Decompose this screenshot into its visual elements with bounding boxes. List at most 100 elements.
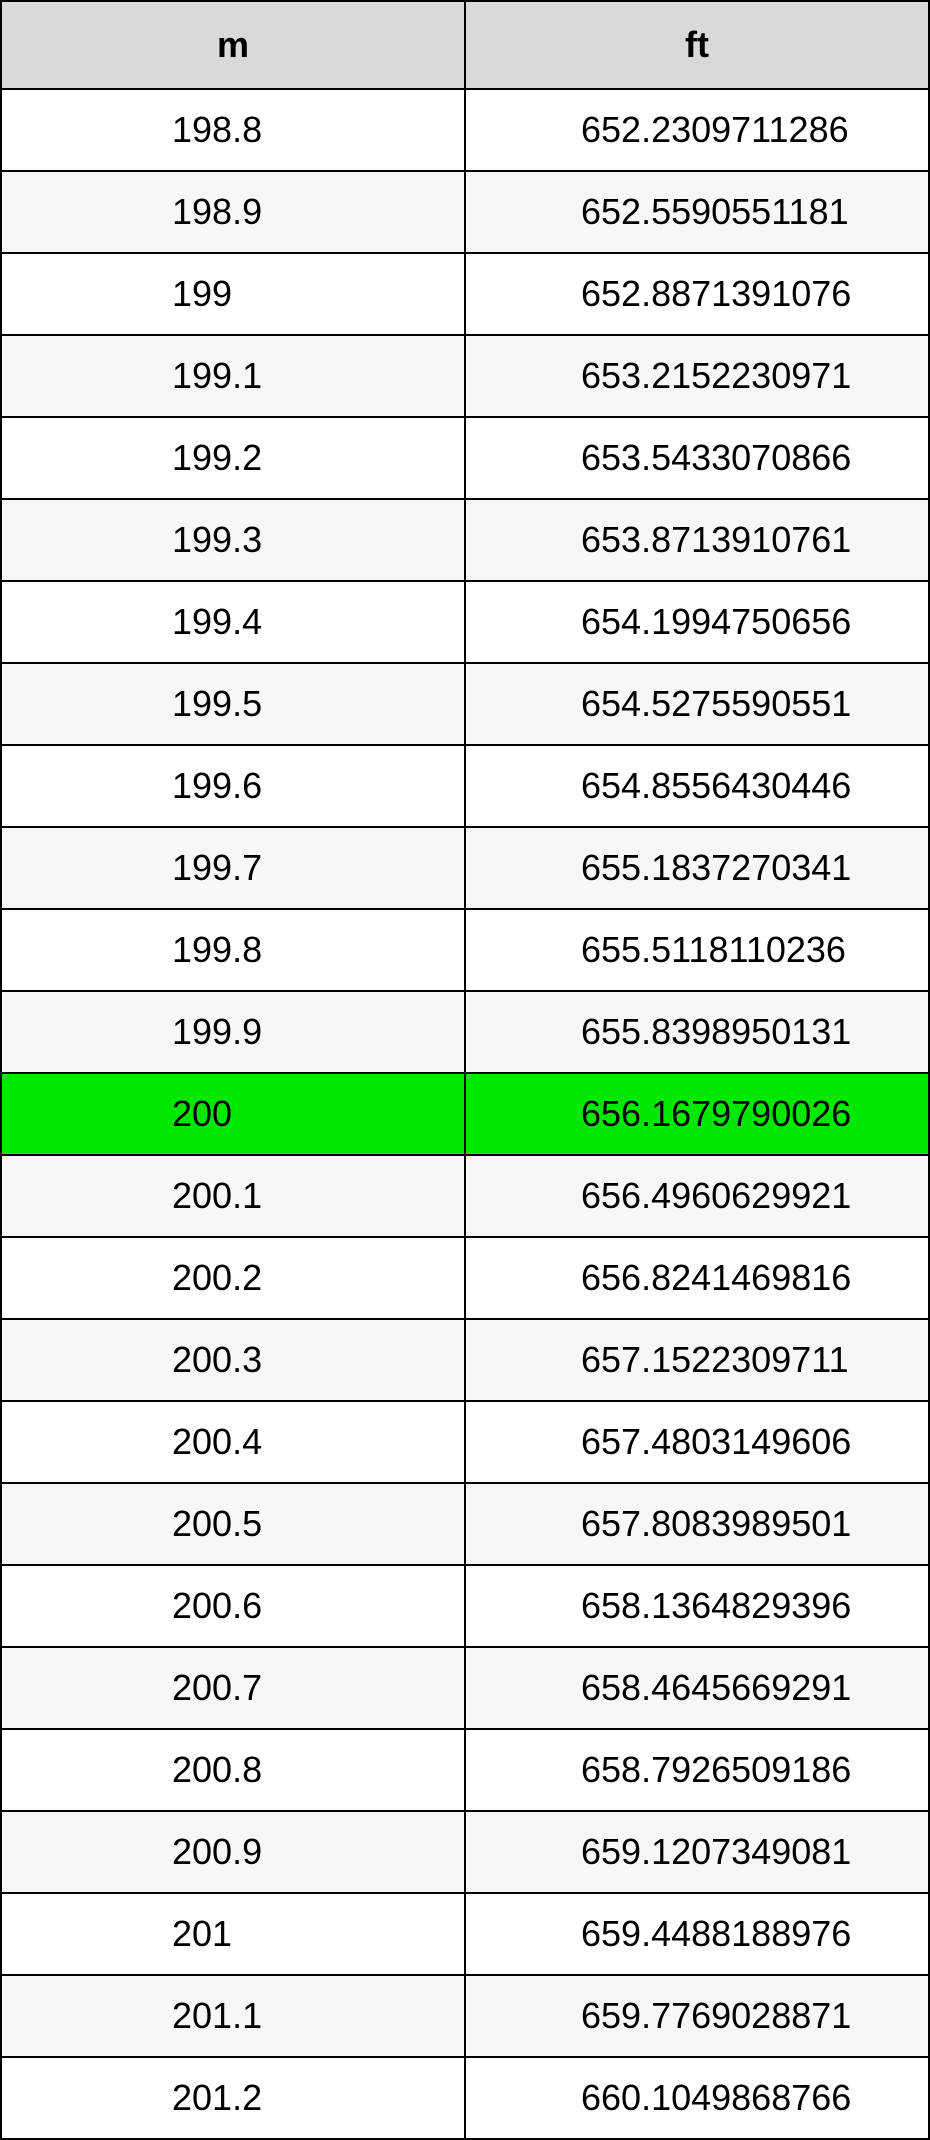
cell-meters-value: 200.9	[172, 1831, 464, 1873]
cell-meters: 199.6	[1, 745, 465, 827]
table-row: 199.1 653.2152230971	[1, 335, 929, 417]
cell-feet: 652.5590551181	[465, 171, 929, 253]
cell-meters: 201.1	[1, 1975, 465, 2057]
table-row: 198.9 652.5590551181	[1, 171, 929, 253]
cell-feet: 652.8871391076	[465, 253, 929, 335]
conversion-table: m ft 198.8652.2309711286198.9652.5590551…	[0, 0, 930, 2140]
cell-feet: 660.1049868766	[465, 2057, 929, 2139]
table-row: 200.2 656.8241469816	[1, 1237, 929, 1319]
cell-feet-value: 653.2152230971	[581, 355, 928, 397]
table-row: 199.2 653.5433070866	[1, 417, 929, 499]
cell-feet: 654.5275590551	[465, 663, 929, 745]
cell-feet: 654.8556430446	[465, 745, 929, 827]
cell-feet: 653.5433070866	[465, 417, 929, 499]
cell-feet: 656.1679790026	[465, 1073, 929, 1155]
cell-feet: 657.1522309711	[465, 1319, 929, 1401]
table-row: 200.8 658.7926509186	[1, 1729, 929, 1811]
cell-feet-value: 659.1207349081	[581, 1831, 928, 1873]
cell-meters: 199.4	[1, 581, 465, 663]
cell-meters-value: 200.8	[172, 1749, 464, 1791]
cell-meters: 200.6	[1, 1565, 465, 1647]
cell-meters: 199.1	[1, 335, 465, 417]
cell-meters-value: 199.5	[172, 683, 464, 725]
header-feet: ft	[465, 1, 929, 89]
cell-feet-value: 658.7926509186	[581, 1749, 928, 1791]
table-row: 200 656.1679790026	[1, 1073, 929, 1155]
cell-feet-value: 659.4488188976	[581, 1913, 928, 1955]
cell-feet-value: 652.5590551181	[581, 191, 928, 233]
cell-feet: 657.8083989501	[465, 1483, 929, 1565]
cell-meters: 199.7	[1, 827, 465, 909]
cell-meters: 199	[1, 253, 465, 335]
table-row: 200.4 657.4803149606	[1, 1401, 929, 1483]
table-body: 198.8652.2309711286198.9652.559055118119…	[1, 89, 929, 2139]
table-row: 198.8652.2309711286	[1, 89, 929, 171]
cell-feet: 657.4803149606	[465, 1401, 929, 1483]
cell-meters-value: 200.1	[172, 1175, 464, 1217]
cell-feet-value: 654.1994750656	[581, 601, 928, 643]
cell-meters: 199.5	[1, 663, 465, 745]
cell-meters-value: 201.2	[172, 2077, 464, 2119]
cell-feet: 653.2152230971	[465, 335, 929, 417]
table-row: 200.7658.4645669291	[1, 1647, 929, 1729]
cell-feet-value: 657.8083989501	[581, 1503, 928, 1545]
cell-feet-value: 654.5275590551	[581, 683, 928, 725]
table-row: 200.6658.1364829396	[1, 1565, 929, 1647]
table-row: 201.2 660.1049868766	[1, 2057, 929, 2139]
cell-meters: 199.8	[1, 909, 465, 991]
cell-feet: 655.5118110236	[465, 909, 929, 991]
table-row: 199.3653.8713910761	[1, 499, 929, 581]
cell-meters-value: 201	[172, 1913, 464, 1955]
cell-meters-value: 198.9	[172, 191, 464, 233]
cell-meters: 201	[1, 1893, 465, 1975]
cell-meters: 200	[1, 1073, 465, 1155]
table-row: 199.7655.1837270341	[1, 827, 929, 909]
cell-feet-value: 653.5433070866	[581, 437, 928, 479]
cell-meters-value: 200	[172, 1093, 464, 1135]
cell-meters: 199.9	[1, 991, 465, 1073]
cell-feet: 652.2309711286	[465, 89, 929, 171]
cell-meters: 198.8	[1, 89, 465, 171]
cell-meters-value: 200.3	[172, 1339, 464, 1381]
cell-feet-value: 659.7769028871	[581, 1995, 928, 2037]
cell-meters: 200.2	[1, 1237, 465, 1319]
cell-meters-value: 199.1	[172, 355, 464, 397]
table-row: 200.5 657.8083989501	[1, 1483, 929, 1565]
cell-feet: 656.4960629921	[465, 1155, 929, 1237]
conversion-table-container: m ft 198.8652.2309711286198.9652.5590551…	[0, 0, 930, 2140]
cell-feet-value: 660.1049868766	[581, 2077, 928, 2119]
cell-meters: 200.1	[1, 1155, 465, 1237]
cell-feet: 654.1994750656	[465, 581, 929, 663]
cell-meters: 200.7	[1, 1647, 465, 1729]
cell-meters-value: 199.9	[172, 1011, 464, 1053]
cell-meters-value: 200.7	[172, 1667, 464, 1709]
cell-feet: 658.1364829396	[465, 1565, 929, 1647]
cell-feet: 659.7769028871	[465, 1975, 929, 2057]
cell-meters-value: 200.5	[172, 1503, 464, 1545]
cell-feet-value: 652.8871391076	[581, 273, 928, 315]
cell-feet: 656.8241469816	[465, 1237, 929, 1319]
cell-meters-value: 198.8	[172, 109, 464, 151]
header-row: m ft	[1, 1, 929, 89]
header-meters: m	[1, 1, 465, 89]
cell-feet-value: 656.1679790026	[581, 1093, 928, 1135]
cell-feet: 653.8713910761	[465, 499, 929, 581]
cell-meters-value: 199.3	[172, 519, 464, 561]
cell-meters-value: 199.8	[172, 929, 464, 971]
cell-meters: 199.2	[1, 417, 465, 499]
cell-meters: 200.5	[1, 1483, 465, 1565]
table-row: 199.4 654.1994750656	[1, 581, 929, 663]
table-row: 200.1 656.4960629921	[1, 1155, 929, 1237]
cell-feet-value: 656.8241469816	[581, 1257, 928, 1299]
table-row: 199.6654.8556430446	[1, 745, 929, 827]
cell-feet-value: 656.4960629921	[581, 1175, 928, 1217]
cell-feet-value: 657.4803149606	[581, 1421, 928, 1463]
cell-meters: 200.4	[1, 1401, 465, 1483]
table-row: 199.8655.5118110236	[1, 909, 929, 991]
cell-feet: 658.7926509186	[465, 1729, 929, 1811]
table-header: m ft	[1, 1, 929, 89]
cell-feet: 658.4645669291	[465, 1647, 929, 1729]
cell-meters-value: 199.4	[172, 601, 464, 643]
table-row: 199.9655.8398950131	[1, 991, 929, 1073]
table-row: 201.1 659.7769028871	[1, 1975, 929, 2057]
